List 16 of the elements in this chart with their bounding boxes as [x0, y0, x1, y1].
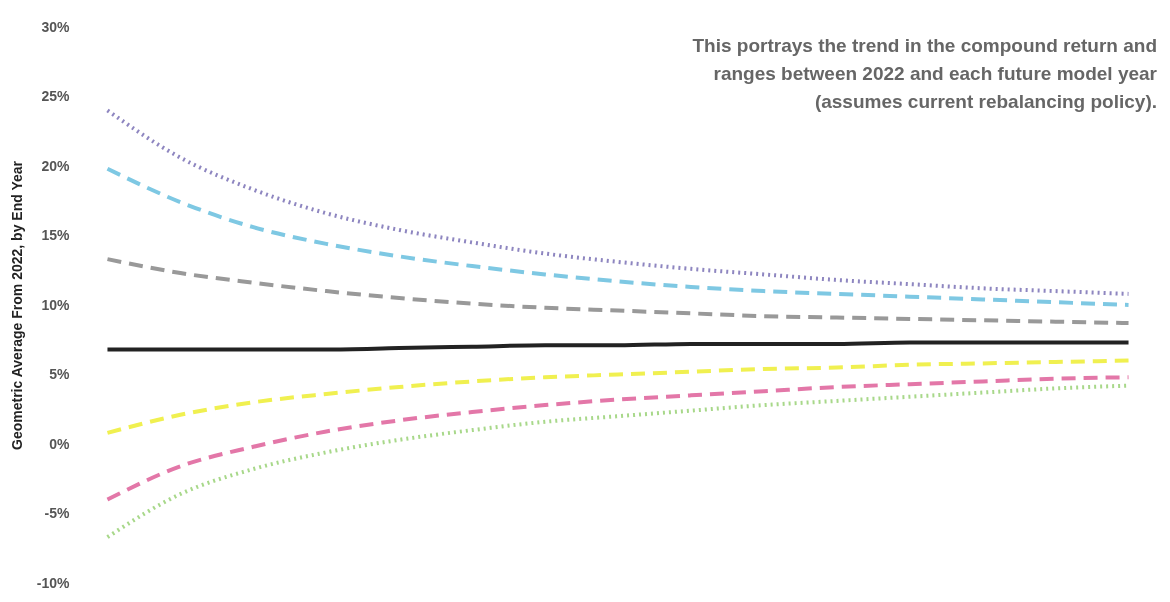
y-tick-label: -10%: [36, 574, 71, 591]
y-tick-label: 10%: [41, 296, 71, 313]
annotation: This portrays the trend in the compound return and ranges between 2022 and each future model year (assumes current rebalancing policy).: [692, 35, 1158, 112]
line-series: [105, 340, 1131, 352]
y-tick-label: 0%: [49, 435, 71, 452]
y-tick-label: -5%: [44, 505, 71, 521]
line-series: [105, 257, 1131, 326]
line-series: [105, 358, 1131, 435]
line-series: [105, 166, 1131, 307]
y-axis-title: Geometric Average From 2022, by End Year: [8, 160, 25, 450]
y-tick-label: 25%: [41, 88, 71, 104]
y-tick-label: 5%: [49, 366, 71, 382]
y-tick-label: 30%: [41, 18, 71, 35]
line-series: [105, 375, 1131, 502]
y-tick-label: 20%: [41, 157, 71, 174]
y-tick-label: 15%: [41, 227, 71, 243]
